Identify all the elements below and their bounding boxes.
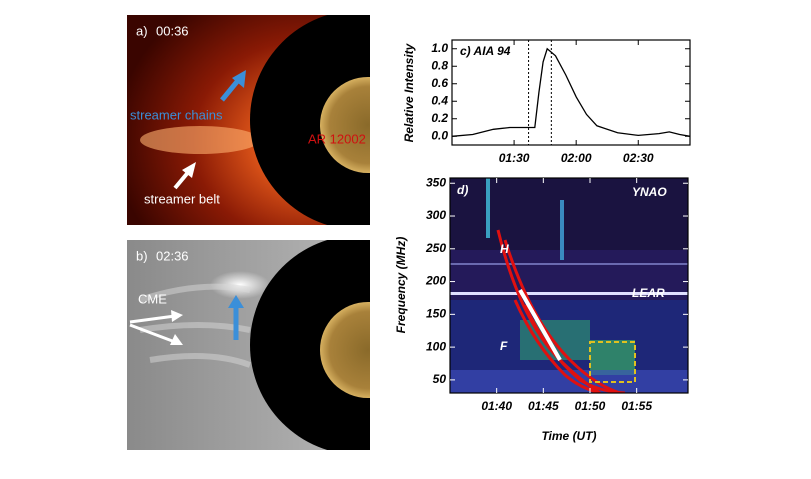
panel-c: 01:30 02:00 02:30 0.0 0.2 0.4 0.6 0.8 1.0 c) AIA … — [402, 39, 691, 165]
annotation: LEAR — [632, 286, 665, 300]
y-tick-label: 0.4 — [431, 93, 448, 107]
x-tick-label: 01:40 — [481, 399, 512, 413]
y-tick-label: 0.2 — [431, 111, 448, 125]
panel-tag: a) — [136, 23, 148, 38]
chart-title: d) — [457, 183, 468, 197]
x-tick-label: 02:00 — [561, 151, 592, 165]
x-tick-label: 01:55 — [621, 399, 652, 413]
y-tick-label: 300 — [426, 208, 446, 222]
y-tick-label: 0.0 — [431, 128, 448, 142]
image-label: AR 12002 — [308, 131, 366, 146]
chart-title: c) AIA 94 — [460, 44, 511, 58]
plot-frame — [449, 177, 689, 394]
y-tick-label: 250 — [425, 241, 446, 255]
y-tick-label: 0.8 — [431, 58, 448, 72]
panel-tag: b) — [136, 248, 148, 263]
y-tick-label: 200 — [425, 274, 446, 288]
x-tick-label: 01:50 — [575, 399, 606, 413]
plot-frame — [451, 39, 691, 146]
y-axis-label: Relative Intensity — [402, 42, 416, 142]
panel-time: 00:36 — [156, 23, 189, 38]
x-tick-label: 02:30 — [623, 151, 654, 165]
panel-b-image — [127, 240, 370, 450]
y-axis-label: Frequency (MHz) — [394, 237, 408, 334]
annotation: F — [500, 339, 508, 353]
y-tick-label: 0.6 — [431, 76, 448, 90]
y-tick-label: 350 — [426, 175, 446, 189]
annotation: H — [500, 242, 509, 256]
panel-a-image — [127, 15, 370, 225]
image-label: streamer belt — [144, 191, 220, 206]
image-label: CME — [138, 291, 167, 306]
x-tick-label: 01:45 — [528, 399, 559, 413]
y-tick-label: 100 — [426, 339, 446, 353]
y-tick-label: 1.0 — [431, 41, 448, 55]
x-tick-label: 01:30 — [499, 151, 530, 165]
intensity-line — [451, 47, 691, 137]
panel-time: 02:36 — [156, 248, 189, 263]
annotation: YNAO — [632, 185, 667, 199]
spectrogram-image — [450, 178, 688, 393]
y-tick-label: 50 — [433, 372, 447, 386]
y-tick-label: 150 — [426, 307, 446, 321]
image-label: streamer chains — [130, 107, 223, 122]
x-axis-label: Time (UT) — [541, 429, 596, 443]
panel-d: 01:40 01:45 01:50 01:55 50 100 150 200 250 300 350… — [394, 175, 689, 443]
